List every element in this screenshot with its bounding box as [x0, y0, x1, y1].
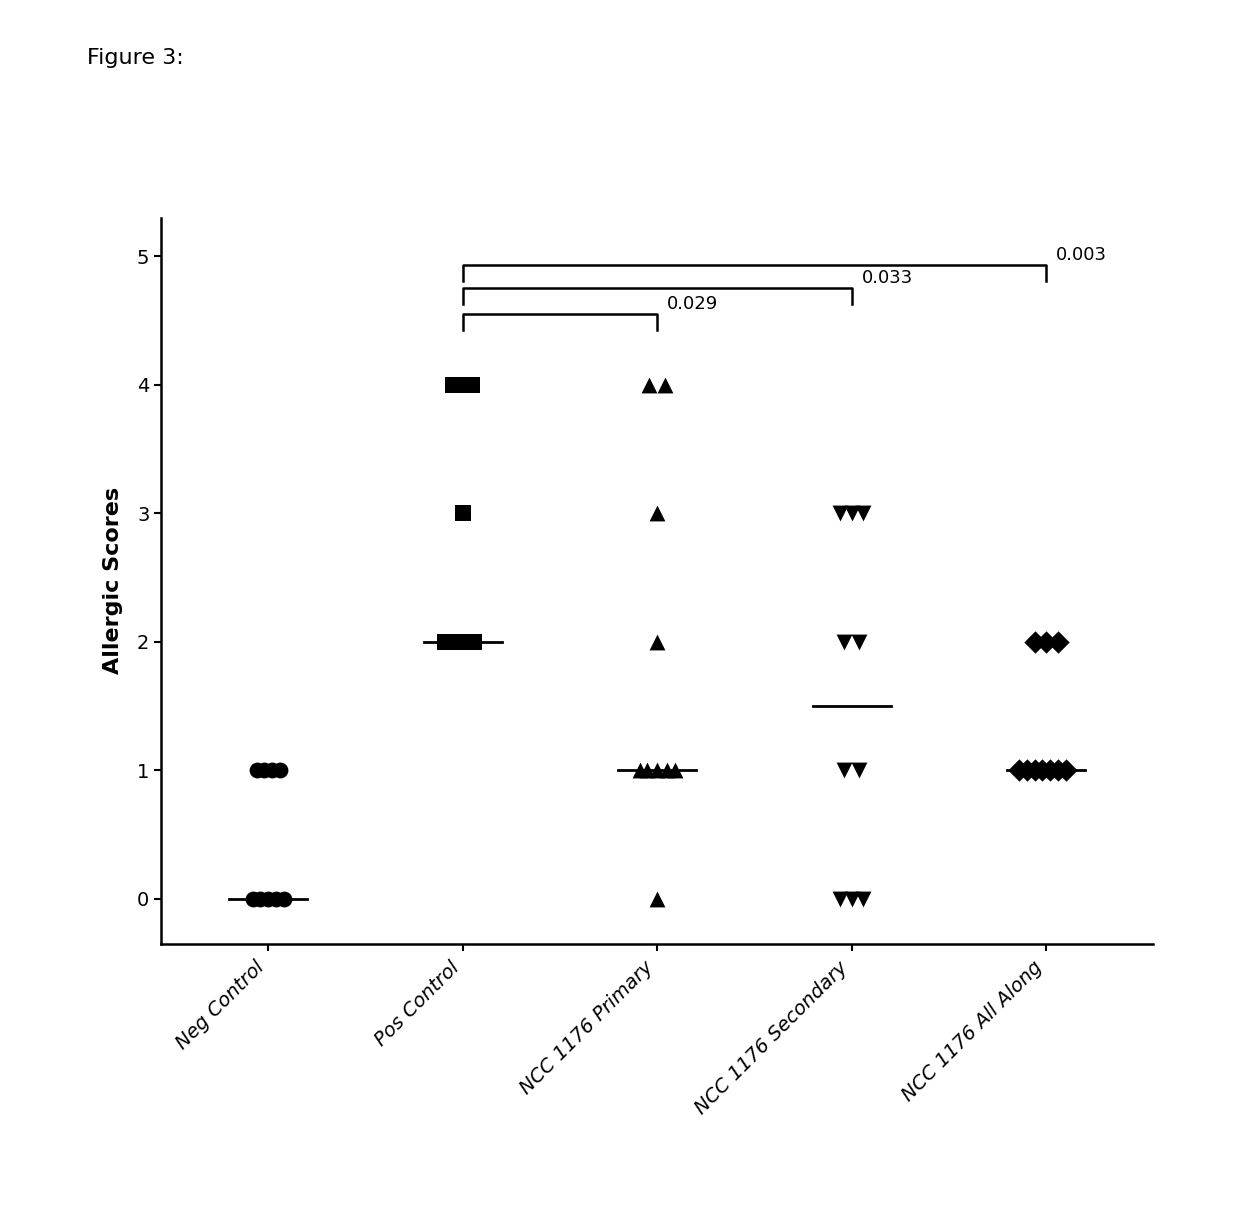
Point [441, 632, 461, 651]
Point [1048, 761, 1068, 780]
Point [258, 889, 278, 909]
Point [630, 761, 650, 780]
Point [853, 889, 873, 909]
Point [250, 889, 270, 909]
Point [446, 632, 466, 651]
Point [435, 632, 455, 651]
Point [1009, 761, 1029, 780]
Point [830, 889, 849, 909]
Text: 0.029: 0.029 [667, 295, 718, 313]
Point [459, 632, 479, 651]
Point [849, 632, 869, 651]
Point [647, 761, 667, 780]
Point [465, 632, 485, 651]
Point [637, 761, 657, 780]
Point [655, 375, 675, 394]
Point [853, 503, 873, 523]
Point [243, 889, 263, 909]
Point [254, 761, 274, 780]
Point [453, 503, 472, 523]
Point [647, 889, 667, 909]
Text: 0.003: 0.003 [1056, 246, 1107, 264]
Point [849, 761, 869, 780]
Y-axis label: Allergic Scores: Allergic Scores [103, 488, 123, 674]
Point [443, 375, 463, 394]
Point [657, 761, 677, 780]
Point [262, 761, 281, 780]
Point [1024, 632, 1044, 651]
Point [665, 761, 684, 780]
Point [267, 889, 286, 909]
Point [842, 503, 862, 523]
Point [1055, 761, 1075, 780]
Point [1033, 761, 1053, 780]
Point [1024, 761, 1044, 780]
Text: Figure 3:: Figure 3: [87, 48, 184, 69]
Point [1017, 761, 1037, 780]
Point [842, 889, 862, 909]
Point [463, 375, 482, 394]
Text: 0.033: 0.033 [862, 269, 913, 287]
Point [1037, 632, 1056, 651]
Point [647, 632, 667, 651]
Point [640, 375, 660, 394]
Point [453, 632, 472, 651]
Point [835, 632, 854, 651]
Point [830, 503, 849, 523]
Point [835, 761, 854, 780]
Point [647, 503, 667, 523]
Point [274, 889, 294, 909]
Point [1048, 632, 1068, 651]
Point [270, 761, 290, 780]
Point [247, 761, 267, 780]
Point [453, 375, 472, 394]
Point [1040, 761, 1060, 780]
